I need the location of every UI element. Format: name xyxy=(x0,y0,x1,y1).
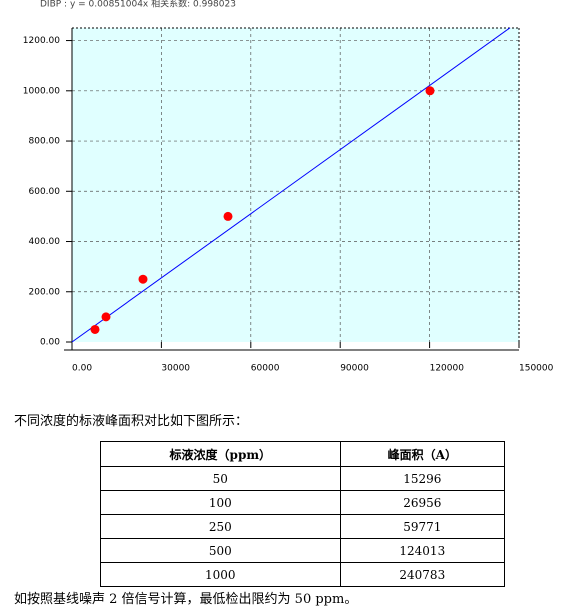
y-tick-label: 400.00 xyxy=(29,237,61,247)
table-cell: 15296 xyxy=(339,466,506,491)
table-cell: 1000 xyxy=(100,562,341,587)
x-tick-label: 30000 xyxy=(161,364,190,374)
table-row: 1000 240783 xyxy=(100,562,506,587)
data-point xyxy=(90,324,100,334)
x-tick-label: 150000 xyxy=(519,364,554,374)
footer-text: 如按照基线噪声 2 倍信号计算，最低检出限约为 50 ppm。 xyxy=(14,592,358,607)
x-tick-label: 0.00 xyxy=(72,364,92,374)
x-tick-label: 120000 xyxy=(430,364,465,374)
data-point xyxy=(425,86,435,96)
y-tick-label: 0.00 xyxy=(40,338,60,348)
table-row: 500 124013 xyxy=(100,538,506,563)
y-tick-label: 800.00 xyxy=(29,137,61,147)
chart: DIBP : y = 0.00851004x 相关系数: 0.998023 0.… xyxy=(23,0,554,374)
plot-area xyxy=(72,28,519,342)
data-point xyxy=(223,211,233,221)
table-cell: 124013 xyxy=(339,538,506,563)
header-row: 标液浓度（ppm） 峰面积（A） xyxy=(100,441,506,467)
table-cell: 50 xyxy=(100,466,341,491)
intro-text: 不同浓度的标液峰面积对比如下图所示： xyxy=(14,414,249,429)
y-tick-label: 600.00 xyxy=(29,187,61,197)
table-cell: 59771 xyxy=(339,514,506,539)
table-row: 100 26956 xyxy=(100,490,506,515)
table-cell: 100 xyxy=(100,490,341,515)
table-row: 50 15296 xyxy=(100,466,506,491)
x-tick-label: 90000 xyxy=(340,364,369,374)
table-cell: 240783 xyxy=(339,562,506,587)
data-point xyxy=(101,312,111,322)
chart-title: DIBP : y = 0.00851004x 相关系数: 0.998023 xyxy=(40,0,236,10)
table-body: 50 15296 100 26956 250 59771 500 124013 1000 2407… xyxy=(100,466,506,587)
table: 标液浓度（ppm） 峰面积（A） 50 15296 100 26956 250 59771 5… xyxy=(100,441,506,587)
table-row: 250 59771 xyxy=(100,514,506,539)
table-cell: 500 xyxy=(100,538,341,563)
header-cell: 峰面积（A） xyxy=(339,441,506,467)
y-tick-label: 200.00 xyxy=(29,287,61,297)
x-tick-label: 60000 xyxy=(251,364,280,374)
y-tick-label: 1000.00 xyxy=(23,86,60,96)
trend-line xyxy=(71,27,511,343)
table-cell: 250 xyxy=(100,514,341,539)
header-cell: 标液浓度（ppm） xyxy=(100,441,341,467)
table-cell: 26956 xyxy=(339,490,506,515)
y-tick-label: 1200.00 xyxy=(23,36,60,46)
data-point xyxy=(138,274,148,284)
